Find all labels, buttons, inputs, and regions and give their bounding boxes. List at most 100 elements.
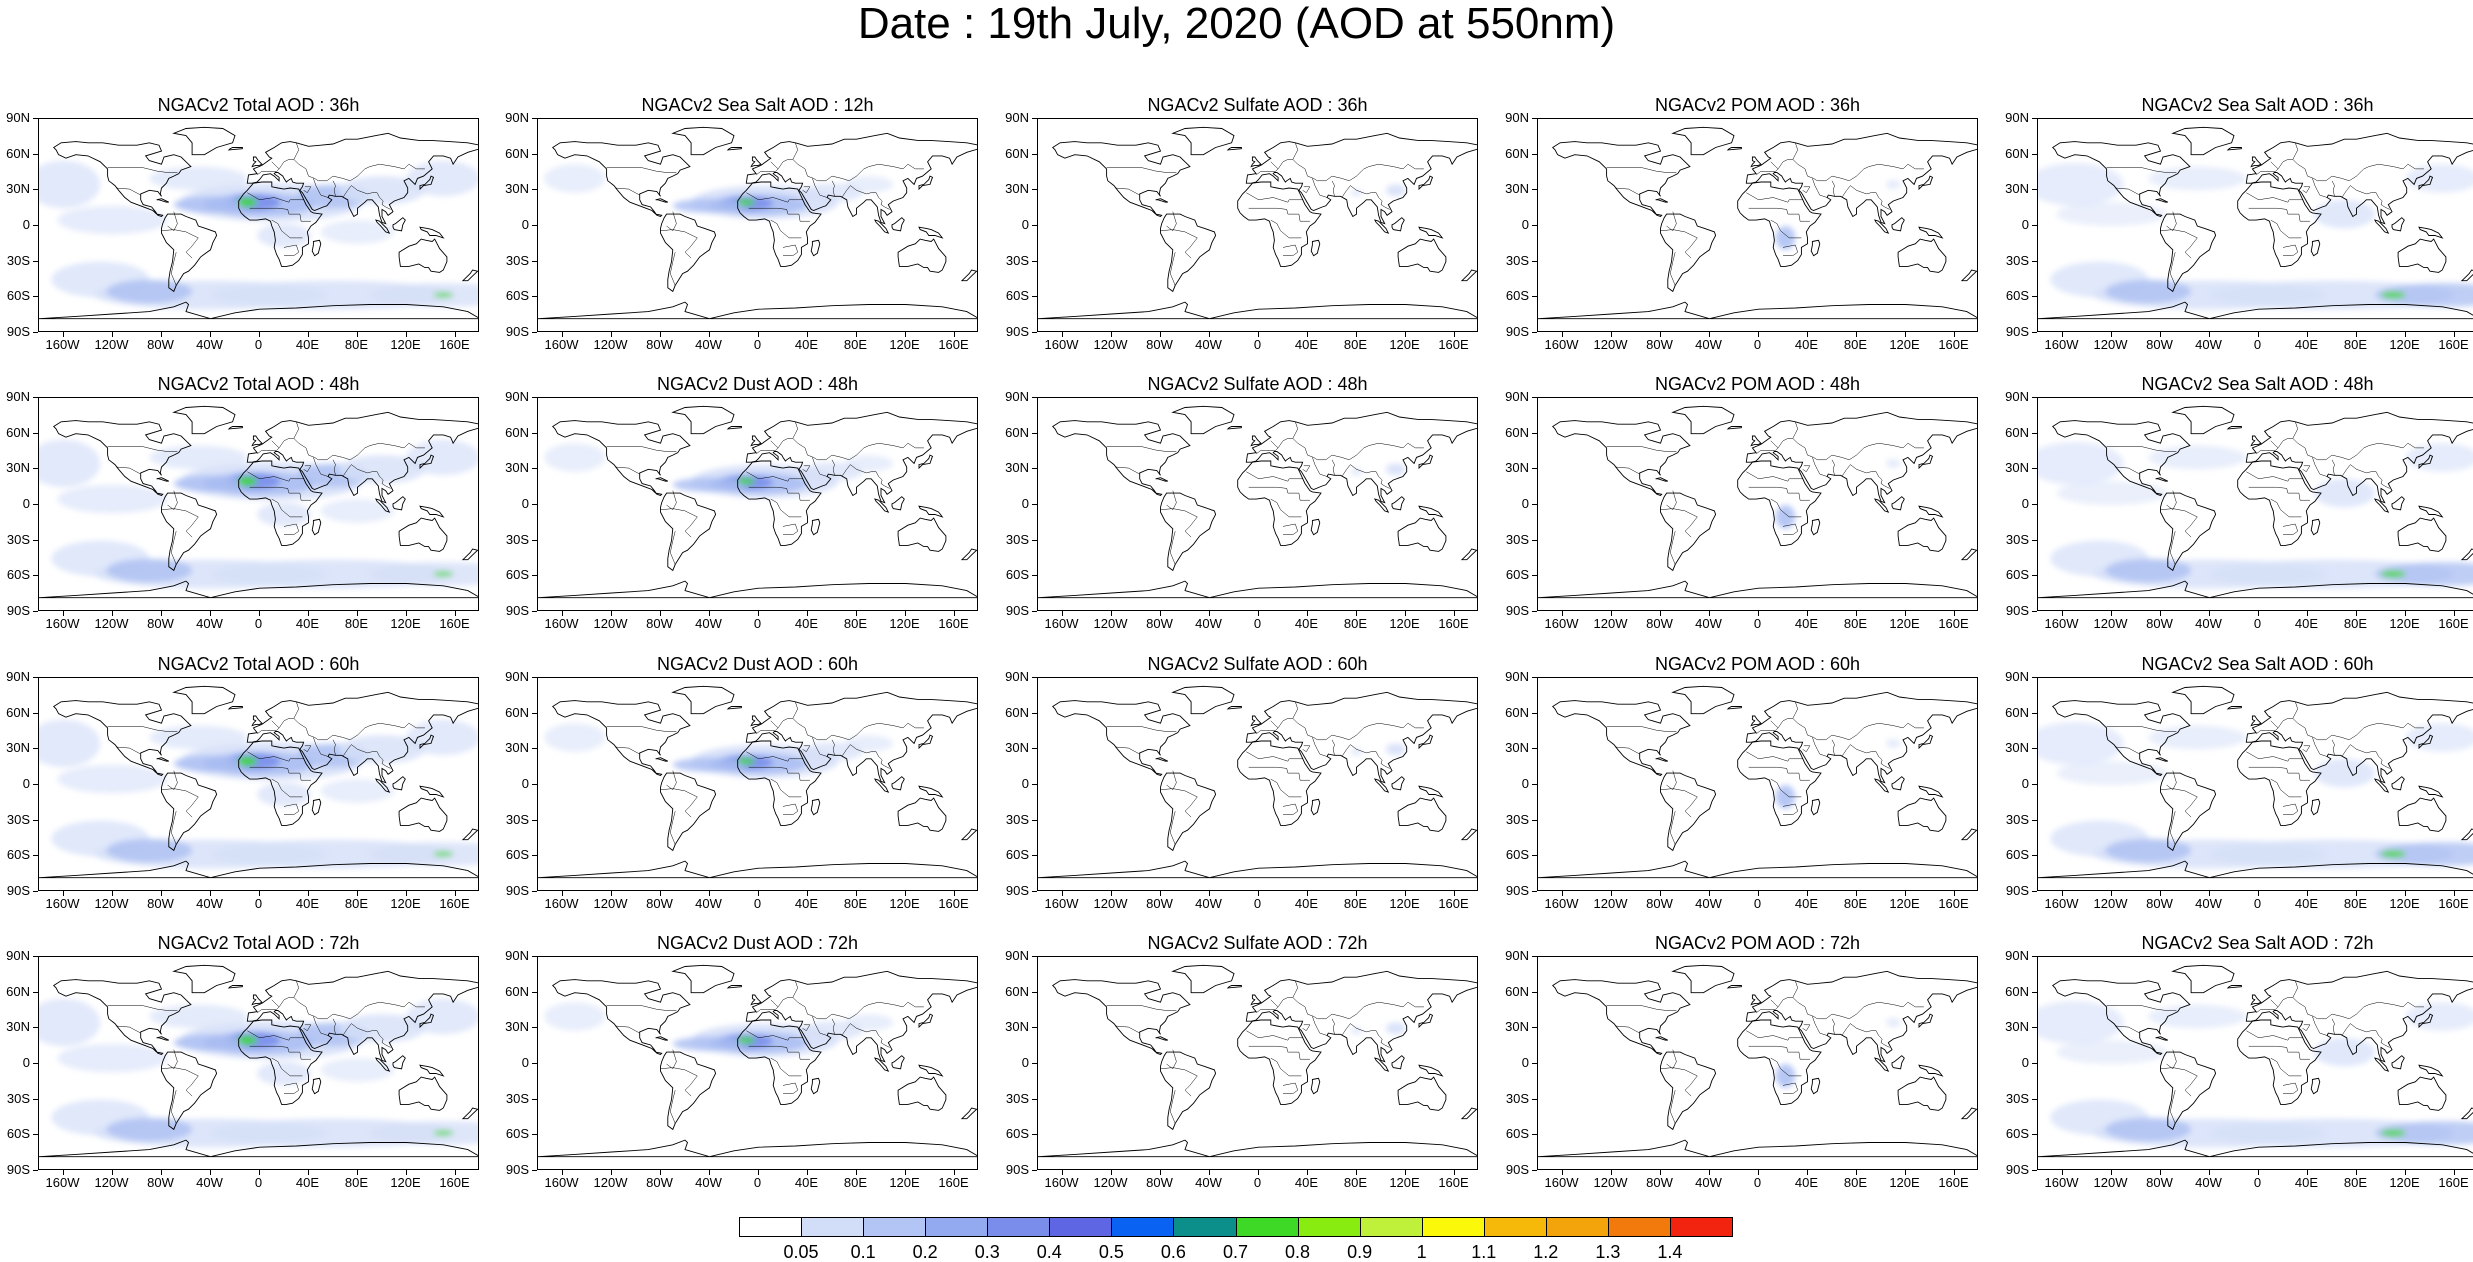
country-border (2249, 208, 2310, 221)
coastline (1398, 1077, 1446, 1110)
country-border (1661, 1068, 1698, 1097)
lat-tick-mark (1032, 1027, 1037, 1028)
coastline (898, 1077, 946, 1110)
lat-tick-mark (2032, 1170, 2037, 1171)
lat-tick-mark (1532, 956, 1537, 957)
aod-plume (433, 1131, 453, 1136)
lon-tick-mark (2356, 332, 2357, 337)
lat-tick-mark (33, 468, 38, 469)
coastline (2419, 506, 2442, 517)
coastline (174, 965, 235, 992)
country-border (1667, 771, 1677, 790)
coastline (2238, 1020, 2321, 1104)
lat-tick-label: 60S (997, 848, 1029, 862)
aod-plume (673, 1037, 747, 1051)
lon-tick-mark (2258, 891, 2259, 896)
country-border (1107, 1006, 1177, 1011)
coastline (1656, 478, 1668, 482)
country-border (279, 718, 425, 739)
lat-tick-mark (2032, 504, 2037, 505)
coastline (1246, 133, 1478, 223)
country-border (2332, 460, 2335, 476)
coastline (811, 1078, 820, 1093)
coastline (1173, 127, 1234, 154)
aod-map (538, 678, 978, 891)
lon-tick-mark (709, 1170, 710, 1175)
coastline (1246, 692, 1478, 782)
lat-tick-label: 30N (1997, 1020, 2029, 1034)
lat-tick-mark (2032, 468, 2037, 469)
lat-tick-label: 90N (1997, 390, 2029, 404)
lat-tick-label: 0 (1997, 218, 2029, 232)
lon-tick-mark (2405, 611, 2406, 616)
lat-tick-label: 90N (497, 670, 529, 684)
coastline (1746, 133, 1978, 223)
coastline (1898, 239, 1946, 272)
lat-tick-label: 30N (1497, 461, 1529, 475)
country-border (162, 230, 199, 259)
lon-tick-mark (758, 332, 759, 337)
coastline (393, 777, 405, 790)
coastline (1919, 227, 1942, 238)
lon-tick-mark (611, 332, 612, 337)
lat-tick-label: 30N (997, 182, 1029, 196)
coastline (1053, 980, 1190, 1055)
colorbar-swatch (987, 1217, 1050, 1237)
map-frame (537, 118, 978, 332)
map-frame (1037, 956, 1478, 1170)
coastline (1038, 1140, 1478, 1157)
colorbar-swatch (1111, 1217, 1174, 1237)
lon-tick-mark (660, 1170, 661, 1175)
country-border (1278, 438, 1424, 459)
lon-tick-mark (1709, 891, 1710, 896)
coastline (2375, 779, 2388, 792)
lat-tick-mark (33, 433, 38, 434)
map-frame (537, 677, 978, 891)
coastline (1538, 302, 1978, 319)
aod-field (2038, 1001, 2473, 1147)
country-border (778, 718, 924, 739)
coastline (728, 707, 742, 709)
colorbar-swatch (1422, 1217, 1485, 1237)
lat-tick-mark (1532, 713, 1537, 714)
aod-field (544, 164, 893, 219)
lat-tick-mark (1032, 397, 1037, 398)
lon-tick-mark (1111, 1170, 1112, 1175)
coastline (399, 798, 447, 831)
aod-plume (844, 455, 893, 472)
coastline (962, 549, 977, 560)
lon-tick-mark (1454, 1170, 1455, 1175)
country-border (1293, 143, 1298, 160)
country-border (1312, 457, 1327, 476)
coastline (751, 716, 761, 726)
country-border (168, 1050, 178, 1069)
country-border (2161, 509, 2198, 537)
country-border (2312, 178, 2327, 197)
lat-tick-label: 90N (997, 949, 1029, 963)
coastline (463, 270, 478, 281)
aod-plume (2314, 1038, 2375, 1067)
coastline (1751, 436, 1761, 446)
lat-tick-label: 30S (1997, 533, 2029, 547)
lat-tick-mark (33, 575, 38, 576)
lon-tick-label: 160E (2424, 1176, 2473, 1190)
coastline (1251, 157, 1261, 167)
lat-tick-mark (33, 855, 38, 856)
lon-tick-mark (2111, 611, 2112, 616)
lat-tick-mark (1532, 540, 1537, 541)
country-border (1312, 178, 1327, 197)
country-border (1778, 159, 1924, 180)
coastline (919, 506, 942, 517)
country-border (1842, 186, 1890, 210)
country-border (1832, 1019, 1835, 1035)
country-border (2283, 245, 2298, 256)
coastline (1875, 220, 1888, 233)
lat-tick-mark (532, 748, 537, 749)
lat-tick-mark (2032, 784, 2037, 785)
lon-tick-mark (1954, 611, 1955, 616)
lon-tick-mark (455, 611, 456, 616)
lat-tick-label: 90S (0, 604, 30, 618)
lat-tick-label: 90N (1997, 949, 2029, 963)
colorbar-swatch (1298, 1217, 1361, 1237)
coastline (919, 176, 933, 189)
